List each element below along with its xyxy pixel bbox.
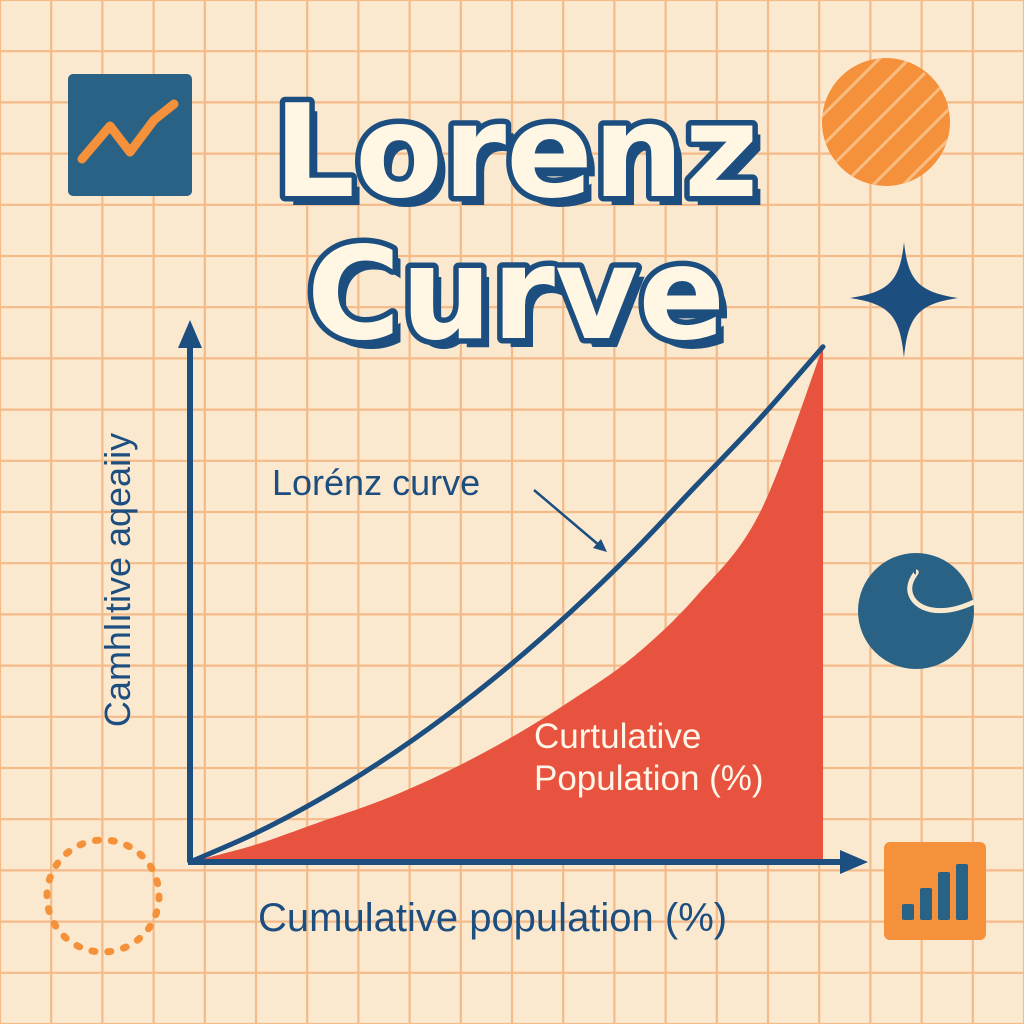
sparkle-icon [850, 242, 958, 358]
dotted-circle-icon [43, 836, 163, 956]
line-chart-icon [68, 74, 192, 196]
area-annotation-line2: Population (%) [534, 759, 764, 798]
lorenz-curve-line [187, 344, 826, 865]
annotation-arrow [533, 489, 601, 547]
x-axis-label: Cumulative population (%) [258, 896, 728, 940]
pie-chart-icon [858, 553, 976, 669]
annotation-arrowhead [593, 539, 607, 552]
lorenz-curve-annotation: Lorénz curve [272, 462, 481, 503]
x-axis-arrow [840, 850, 868, 874]
bar-chart-icon [884, 842, 986, 940]
striped-circle-icon [822, 58, 950, 186]
area-annotation: Curtulative Population (%) [534, 716, 764, 800]
y-axis-label: Camhlıtive aqeaiiy [97, 432, 138, 728]
filled-area-series [190, 346, 823, 862]
area-annotation-line1: Curtulative [534, 717, 702, 756]
y-axis-arrow [178, 320, 202, 348]
